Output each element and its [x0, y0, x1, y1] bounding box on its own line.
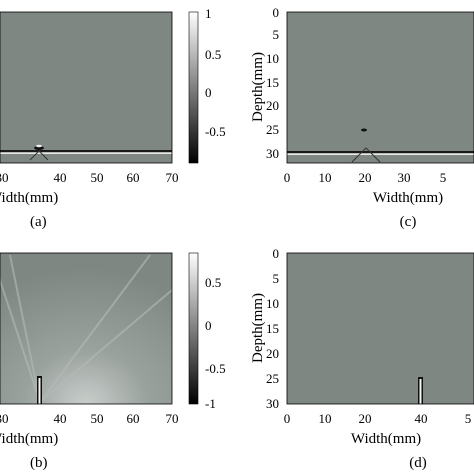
panel-d-xtick-5: 5 [465, 411, 472, 426]
panel-c-xtick-4: 5 [440, 170, 447, 185]
panel-d-ylabel: Depth(mm) [250, 293, 266, 363]
panel-b-cbar-tick-0: 0.5 [205, 275, 221, 290]
panel-d-ytick-5: 25 [266, 371, 279, 386]
panel-a-defect [34, 146, 44, 150]
panel-b-xtick-0: 30 [0, 411, 9, 426]
panel-b-xtick-4: 70 [166, 411, 179, 426]
panel-a: 30 40 50 60 70 Width(mm) (a) 1 0.5 0 -0.… [0, 6, 226, 230]
panel-c-ylabel: Depth(mm) [250, 52, 266, 122]
panel-c-ytick-6: 30 [266, 146, 279, 161]
panel-d-xtick-1: 10 [319, 411, 332, 426]
panel-a-xtick-1: 40 [54, 170, 67, 185]
panel-c-xtick-0: 0 [284, 170, 291, 185]
panel-c-ytick-3: 15 [266, 75, 279, 90]
panel-b-xtick-1: 40 [54, 411, 67, 426]
panel-d-caption: (d) [409, 455, 427, 471]
panel-a-reflection-line [0, 150, 172, 152]
panel-c-ytick-0: 0 [273, 5, 280, 20]
panel-c-ytick-5: 25 [266, 122, 279, 137]
panel-b-cbar-tick-2: -0.5 [205, 361, 226, 376]
panel-b-xlabel: Width(mm) [0, 431, 58, 447]
panel-d-xtick-0: 0 [284, 411, 291, 426]
panel-b-image [0, 253, 172, 404]
panel-a-cbar-tick-0: 1 [205, 6, 212, 21]
panel-a-xtick-0: 30 [0, 170, 9, 185]
panel-d-xlabel: Width(mm) [351, 431, 421, 447]
panel-c-xtick-1: 10 [319, 170, 332, 185]
panel-c-image [287, 12, 474, 163]
panel-a-xtick-2: 50 [91, 170, 104, 185]
panel-b-xtick-3: 60 [127, 411, 140, 426]
panel-d-image [287, 253, 474, 404]
panel-a-xtick-4: 70 [166, 170, 179, 185]
panel-c-caption: (c) [400, 214, 417, 230]
panel-a-xlabel: Width(mm) [0, 190, 58, 206]
panel-c-xlabel: Width(mm) [373, 190, 443, 206]
panel-d-ytick-4: 20 [266, 346, 279, 361]
panel-d-xtick-2: 20 [359, 411, 372, 426]
panel-a-cbar-tick-2: 0 [205, 85, 212, 100]
panel-d-ytick-6: 30 [266, 396, 279, 411]
panel-a-xtick-3: 60 [127, 170, 140, 185]
panel-c-ytick-4: 20 [266, 98, 279, 113]
panel-a-image [0, 12, 172, 163]
panel-d-ytick-1: 5 [273, 271, 280, 286]
panel-b-xtick-2: 50 [91, 411, 104, 426]
panel-b-cbar-tick-1: 0 [205, 318, 212, 333]
panel-d-ytick-2: 10 [266, 296, 279, 311]
panel-b-caption: (b) [30, 455, 48, 471]
panel-d-xtick-4: 40 [415, 411, 428, 426]
panel-c-xtick-3: 30 [398, 170, 411, 185]
panel-d-ytick-3: 15 [266, 321, 279, 336]
panel-c-defect [361, 128, 367, 132]
panel-c-reflection-line [287, 151, 474, 153]
panel-d: 0 5 10 15 20 25 30 0 10 20 30 40 5 Depth… [250, 246, 474, 471]
panel-c: 0 5 10 15 20 25 30 0 10 20 30 5 Depth(mm… [250, 5, 474, 230]
panel-b-colorbar [188, 252, 199, 405]
panel-a-cbar-tick-3: -0.5 [205, 124, 226, 139]
panel-a-caption: (a) [30, 214, 47, 230]
panel-c-ytick-1: 5 [273, 27, 280, 42]
panel-c-xtick-2: 20 [359, 170, 372, 185]
panel-a-colorbar [188, 11, 199, 164]
panel-c-ytick-2: 10 [266, 51, 279, 66]
panel-b: 30 40 50 60 70 Width(mm) (b) 0.5 0 -0.5 … [0, 252, 226, 471]
panel-d-ytick-0: 0 [273, 246, 280, 261]
panel-a-cbar-tick-1: 0.5 [205, 47, 221, 62]
panel-b-cbar-tick-3: -1 [205, 396, 216, 411]
